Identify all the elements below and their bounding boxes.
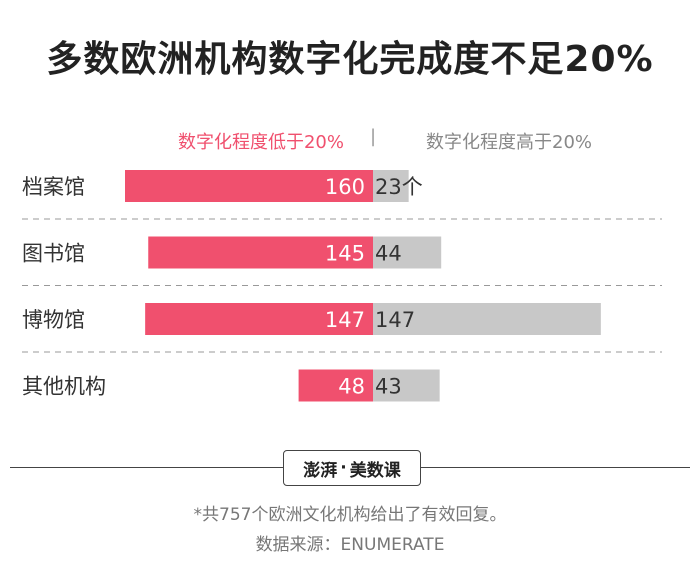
bar-high-row-2 [373,303,601,335]
brand-dot: · [340,458,347,478]
value-label-high: 23个 [375,175,423,199]
bar-low-row-1 [148,236,373,269]
legend-high: 数字化程度高于20% [426,132,593,153]
value-label-high: 147 [375,308,415,332]
value-label-high: 43 [375,375,402,399]
chart-title: 多数欧洲机构数字化完成度不足20% [46,39,654,80]
bar-high-row-3 [373,369,440,402]
bar-low-row-3 [298,369,373,402]
value-label-low: 145 [325,242,365,266]
brand-divider-left [10,467,283,468]
value-label-low: 147 [325,308,365,332]
category-label: 博物馆 [22,308,85,332]
value-label-low: 160 [325,175,365,199]
value-label-low: 48 [338,375,365,399]
footnote-source: 数据来源：ENUMERATE [255,535,445,555]
brand-name-secondary: 美数课 [349,460,401,481]
bar-high-row-0 [373,170,409,202]
legend-low: 数字化程度低于20% [177,132,344,153]
bar-low-row-2 [145,303,373,335]
footnote-respondents: *共757个欧洲文化机构给出了有效回复。 [193,505,507,525]
category-label: 其他机构 [22,375,106,399]
bar-low-row-0 [125,170,373,202]
value-label-high: 44 [375,242,402,266]
category-label: 档案馆 [22,175,85,199]
legend-separator: | [370,126,377,147]
brand-name-primary: 澎湃 [303,460,338,481]
brand-logo: 澎湃 · 美数课 [283,450,421,486]
category-label: 图书馆 [22,242,85,266]
brand-divider-right [419,467,690,468]
bar-high-row-1 [373,236,442,269]
